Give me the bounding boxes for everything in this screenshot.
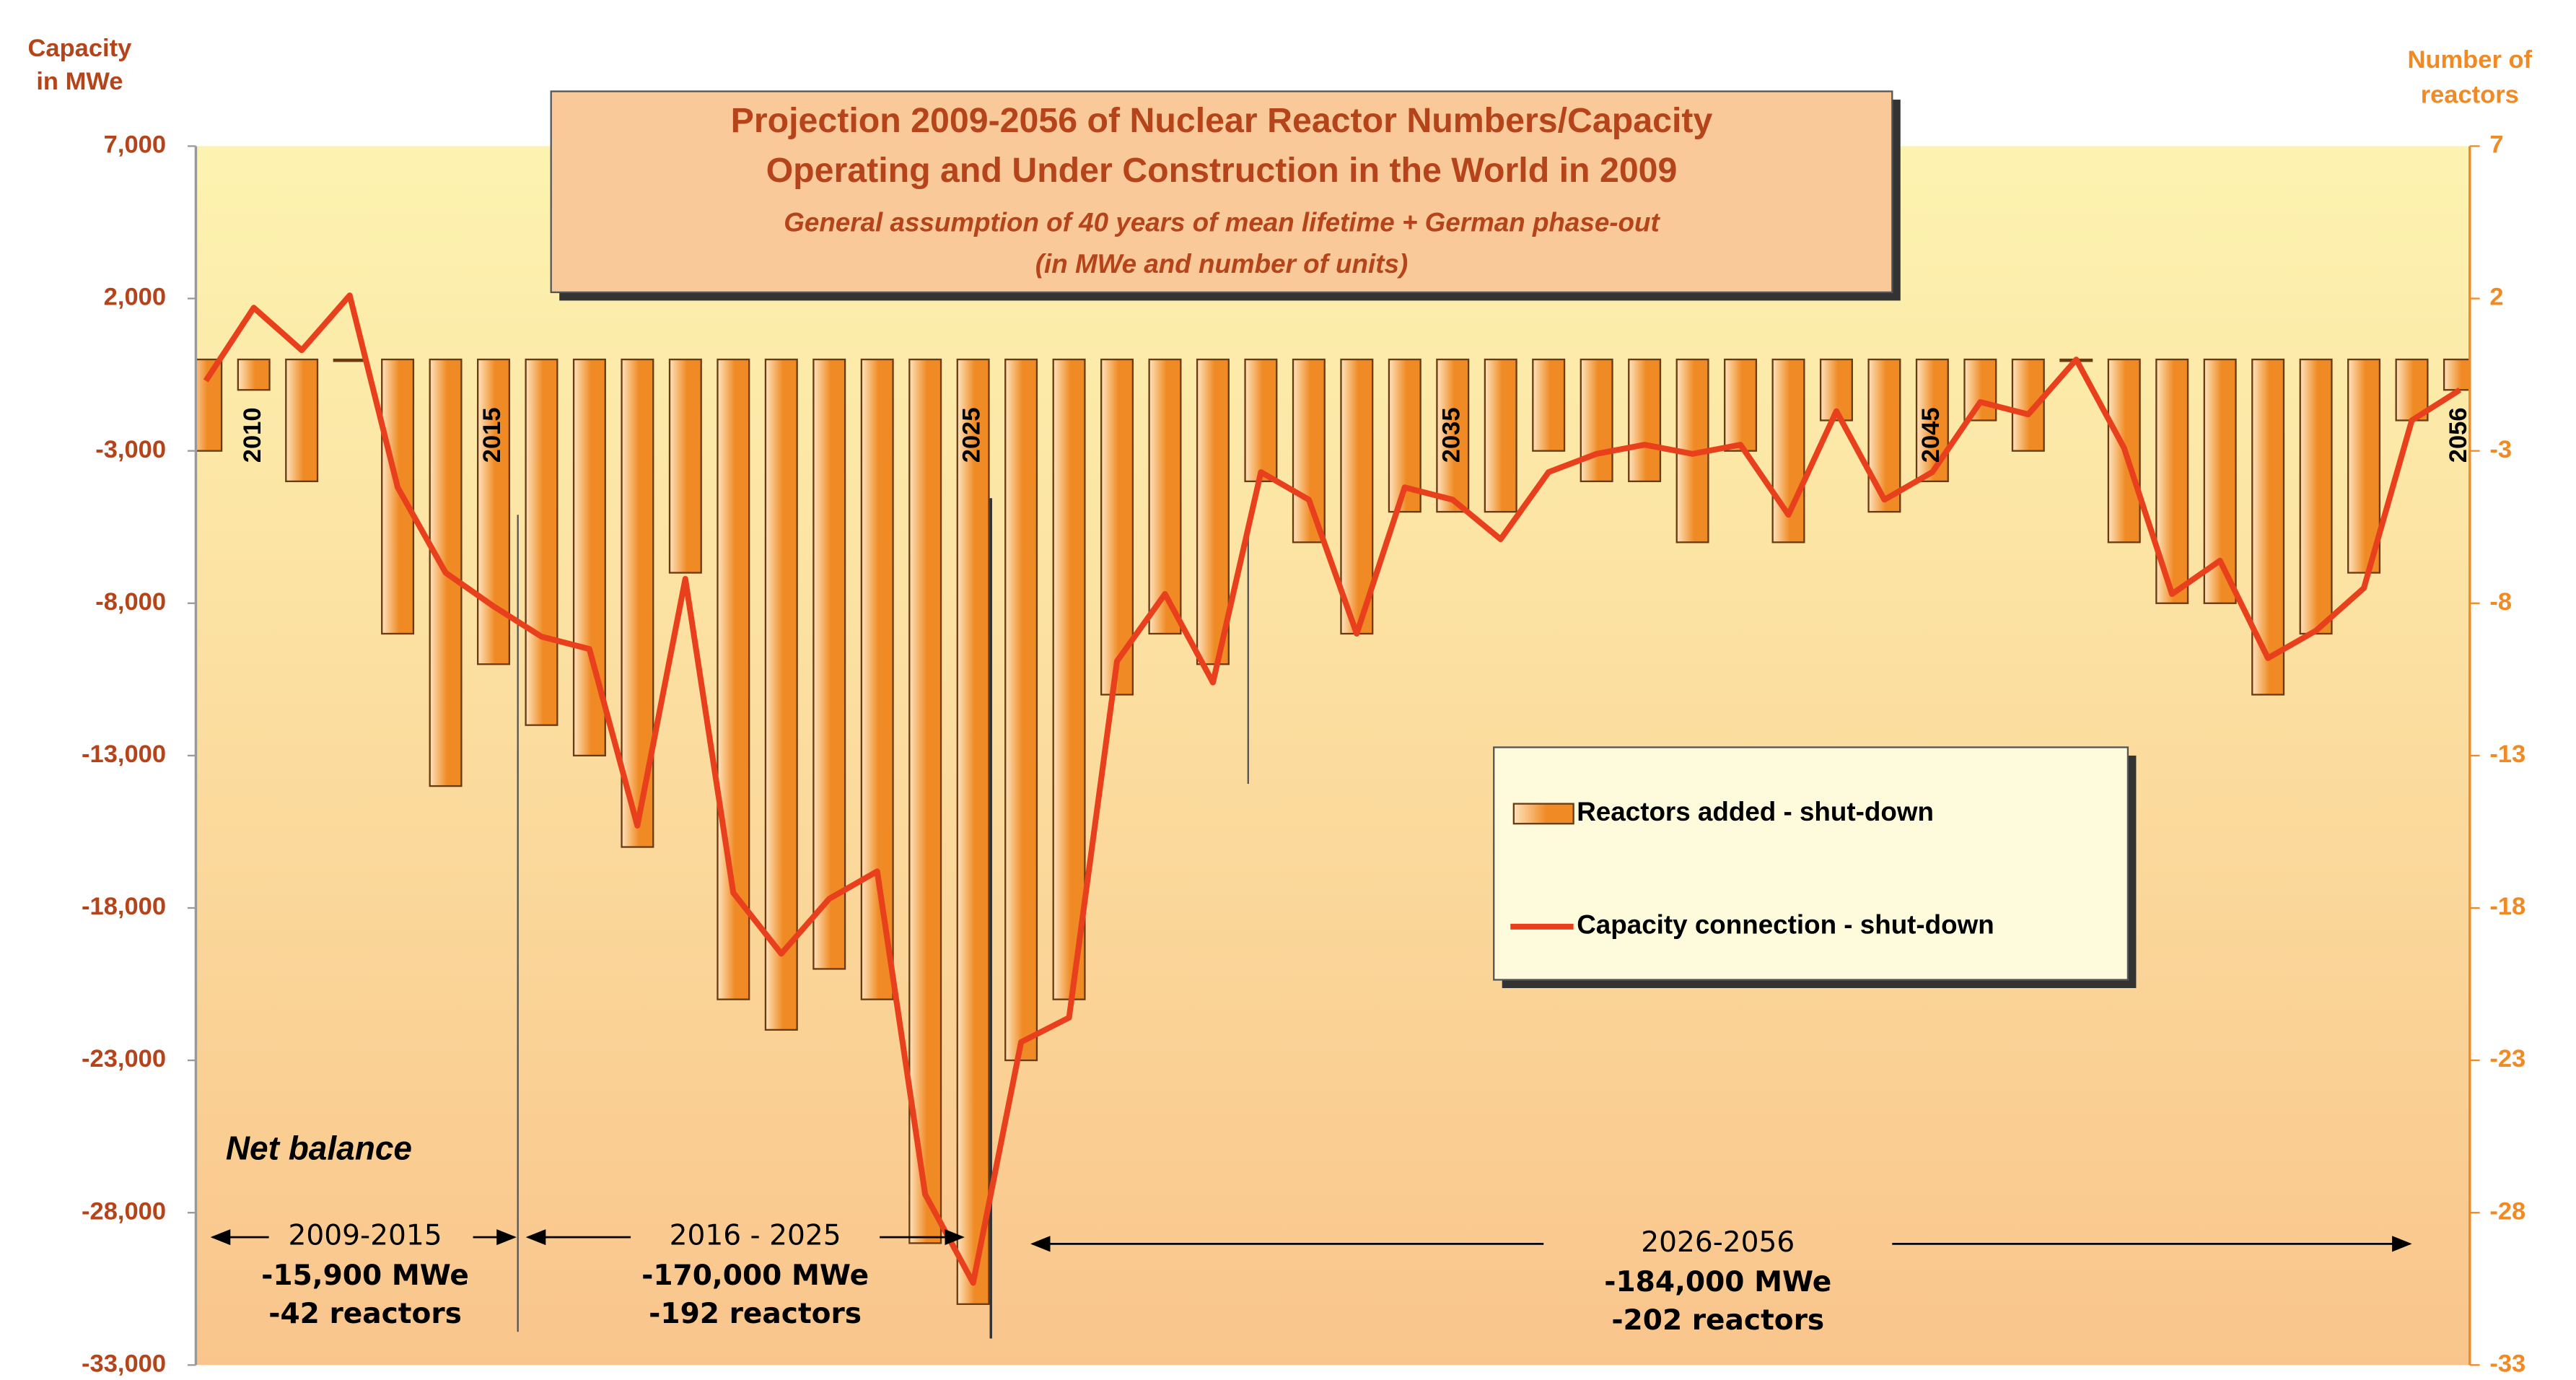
line — [203, 292, 2462, 1286]
bar — [1196, 358, 1230, 665]
bar — [525, 358, 558, 726]
bar — [2251, 358, 2285, 696]
legend-label: Reactors added - shut-down — [1577, 797, 1934, 826]
y2-tick-label: 2 — [2489, 284, 2503, 311]
bar — [956, 358, 990, 1306]
y-tick-label: -28,000 — [82, 1197, 166, 1225]
y-axis-title: in MWe — [36, 68, 123, 95]
bar — [333, 358, 367, 362]
bar — [860, 358, 894, 1000]
bar — [1004, 358, 1038, 1062]
x-tick-label: 2015 — [478, 407, 506, 463]
y-tick-label: 7,000 — [104, 131, 166, 159]
bar — [1628, 358, 1662, 483]
x-tick-label: 2045 — [1917, 407, 1945, 463]
bar — [1724, 358, 1758, 452]
chart-title: Operating and Under Construction in the … — [766, 151, 1678, 190]
bar — [1963, 358, 1997, 422]
bar — [1580, 358, 1613, 483]
annotation: Net balance — [226, 1130, 412, 1167]
period-reactors: -192 reactors — [649, 1298, 862, 1330]
period-reactors: -202 reactors — [1611, 1304, 1824, 1337]
period-capacity: -15,900 MWe — [261, 1259, 469, 1292]
bar — [812, 358, 846, 970]
bar — [381, 358, 415, 635]
y2-tick-label: -18 — [2489, 893, 2525, 920]
bar — [285, 358, 319, 483]
bar — [2299, 358, 2333, 635]
bar — [908, 358, 942, 1244]
x-tick-label: 2010 — [239, 407, 266, 463]
y2-tick-label: -28 — [2489, 1197, 2525, 1225]
y-tick-label: -3,000 — [95, 436, 166, 463]
x-tick-label: 2025 — [958, 407, 986, 463]
x-tick-label: 2056 — [2445, 407, 2472, 463]
bar — [1244, 358, 1278, 483]
y2-tick-label: -33 — [2489, 1350, 2525, 1377]
bar — [1867, 358, 1901, 513]
period-range: 2016 - 2025 — [670, 1220, 841, 1252]
bar — [1292, 358, 1326, 543]
bar — [1148, 358, 1182, 635]
y2-axis-title: Number of — [2408, 46, 2533, 74]
legend — [1493, 746, 2129, 981]
y2-tick-label: -23 — [2489, 1045, 2525, 1073]
bar — [477, 358, 511, 665]
title-box — [550, 90, 1893, 294]
y2-tick-label: -8 — [2489, 588, 2512, 616]
bar — [1532, 358, 1566, 452]
bar — [196, 358, 223, 452]
bar — [1052, 358, 1086, 1000]
period-range: 2009-2015 — [289, 1220, 442, 1252]
y-tick-label: -23,000 — [82, 1045, 166, 1073]
y-tick-label: -33,000 — [82, 1350, 166, 1377]
period-capacity: -170,000 MWe — [641, 1259, 869, 1292]
y-tick-label: -8,000 — [95, 588, 166, 616]
y2-axis-title: reactors — [2421, 82, 2519, 109]
bar — [1484, 358, 1517, 513]
chart-subtitle: General assumption of 40 years of mean l… — [784, 207, 1660, 237]
chart-title: Projection 2009-2056 of Nuclear Reactor … — [731, 101, 1713, 140]
y2-tick-label: -13 — [2489, 741, 2525, 768]
y-tick-label: 2,000 — [104, 284, 166, 311]
x-tick-label: 2035 — [1437, 407, 1465, 463]
bar — [2347, 358, 2381, 574]
y-tick-label: -13,000 — [82, 741, 166, 768]
y2-tick-label: 7 — [2489, 131, 2503, 159]
y-axis-title: Capacity — [28, 35, 132, 62]
period-range: 2026-2056 — [1641, 1226, 1795, 1259]
bar — [668, 358, 702, 574]
legend-swatch — [1512, 803, 1574, 825]
period-reactors: -42 reactors — [268, 1298, 462, 1330]
bar — [1100, 358, 1134, 696]
bar — [1436, 358, 1470, 513]
y-tick-label: -18,000 — [82, 893, 166, 920]
bar — [237, 358, 271, 391]
legend-label: Capacity connection - shut-down — [1577, 910, 1994, 940]
bar — [764, 358, 798, 1031]
chart-subtitle: (in MWe and number of units) — [1035, 249, 1408, 279]
y2-tick-label: -3 — [2489, 436, 2512, 463]
period-capacity: -184,000 MWe — [1604, 1266, 1831, 1298]
